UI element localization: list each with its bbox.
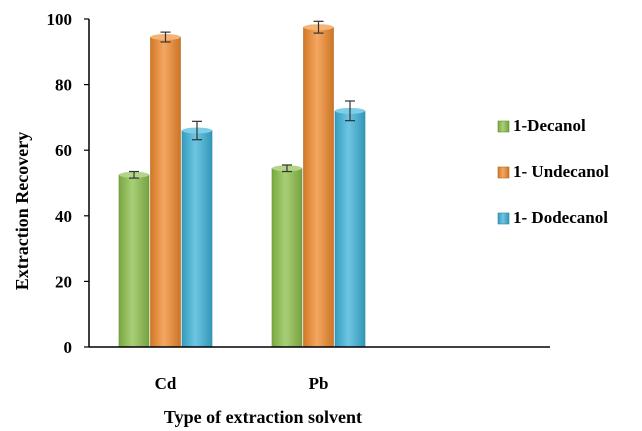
y-tick-label: 20: [55, 272, 72, 291]
legend: 1-Decanol 1- Undecanol 1- Dodecanol: [497, 116, 609, 227]
legend-label: 1- Undecanol: [513, 162, 609, 181]
y-tick-label: 0: [64, 338, 73, 357]
bar-1-dodecanol-cd: [181, 130, 213, 348]
y-tick-label: 40: [55, 207, 72, 226]
legend-swatch: [497, 212, 510, 225]
legend-label: 1-Decanol: [513, 116, 586, 135]
x-tick-label: Pb: [309, 374, 329, 393]
bars: [118, 24, 366, 348]
legend-swatch: [497, 166, 510, 179]
x-tick-label: Cd: [155, 374, 177, 393]
bar-1-undecanol-pb: [303, 26, 334, 348]
error-bars: [129, 20, 355, 179]
y-tick-label: 60: [55, 141, 72, 160]
bar-1-decanol-pb: [271, 167, 303, 348]
y-axis-ticks: 0 20 40 60 80 100: [47, 10, 89, 357]
bar-1-decanol-cd: [118, 174, 150, 348]
y-tick-label: 80: [55, 76, 72, 95]
legend-label: 1- Dodecanol: [513, 208, 608, 227]
legend-swatch: [497, 120, 510, 133]
y-axis-title: Extraction Recovery: [12, 132, 32, 290]
y-tick-label: 100: [47, 10, 73, 29]
bar-1-dodecanol-pb: [334, 110, 366, 348]
x-axis-ticks: Cd Pb: [155, 374, 329, 393]
x-axis-title: Type of extraction solvent: [164, 407, 362, 427]
bar-1-undecanol-cd: [150, 36, 181, 348]
